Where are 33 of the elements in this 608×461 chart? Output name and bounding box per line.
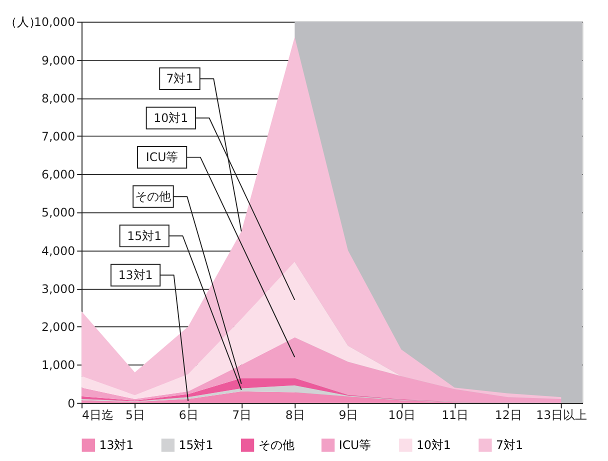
annotation: 15対1: [127, 228, 162, 243]
y-tick-label: 1,000: [41, 358, 76, 372]
annotation: 7対1: [166, 72, 194, 86]
x-tick-label: 6日: [178, 408, 198, 422]
legend-label: 7対1: [496, 438, 524, 452]
y-tick-label: 0: [68, 396, 76, 410]
annotation: その他: [135, 190, 172, 204]
x-tick-label: 11日: [442, 408, 469, 422]
legend-label: ICU等: [338, 438, 372, 452]
x-tick-label: 5日: [126, 408, 146, 422]
x-tick-label: 7日: [232, 408, 252, 422]
x-tick-label: 10日: [388, 408, 416, 422]
y-tick-label: 10,000: [34, 15, 76, 30]
y-tick-label: 4,000: [41, 244, 76, 258]
y-tick-label: 5,000: [41, 206, 76, 220]
y-tick-label: 7,000: [41, 130, 76, 144]
legend-label: 10対1: [416, 438, 451, 452]
annotation: ICU等: [146, 150, 178, 164]
y-tick-label: 3,000: [41, 282, 76, 296]
x-tick-label: 12日: [494, 408, 522, 422]
y-tick-label: 8,000: [41, 91, 76, 106]
legend-label: 15対1: [178, 438, 214, 452]
legend-label: 13対1: [99, 438, 134, 452]
annotation: 10対1: [154, 110, 188, 125]
y-tick-label: 6,000: [41, 168, 76, 182]
x-tick-label: 13日以上: [536, 408, 588, 422]
x-tick-label: 9日: [338, 408, 358, 422]
annotation: 13対1: [118, 268, 153, 282]
y-tick-label: 9,000: [41, 53, 76, 68]
y-tick-label: 2,000: [41, 320, 76, 334]
x-tick-label: 4日迄: [82, 408, 114, 422]
x-tick-label: 8日: [285, 408, 305, 422]
legend-label: その他: [258, 438, 294, 452]
